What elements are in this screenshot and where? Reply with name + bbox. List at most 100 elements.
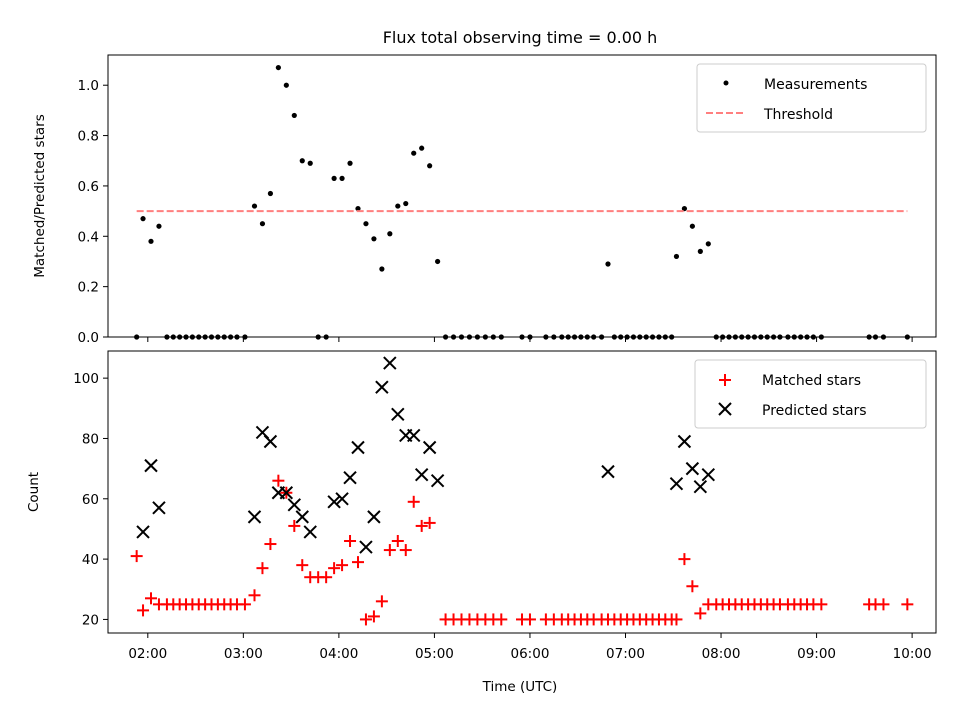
measurement-point <box>411 150 417 156</box>
measurement-point <box>618 334 624 340</box>
matched-star-point <box>264 538 277 551</box>
measurement-point <box>283 82 289 88</box>
predicted-star-point <box>335 492 349 506</box>
measurement-point <box>571 334 578 340</box>
measurement-point <box>474 334 481 340</box>
measurement-point <box>559 334 565 340</box>
measurement-point <box>221 334 227 340</box>
measurement-point <box>156 223 162 229</box>
measurement-point <box>818 334 824 340</box>
measurement-point <box>427 163 433 169</box>
measurement-point <box>758 334 764 340</box>
matched-star-point <box>670 613 683 626</box>
top-y-tick-label: 0.8 <box>78 129 99 145</box>
measurement-point <box>331 175 337 181</box>
predicted-star-point <box>247 510 262 524</box>
matched-star-point <box>272 474 285 487</box>
measurement-point <box>662 334 668 340</box>
bottom-x-tick-label: 05:00 <box>415 646 454 662</box>
bottom-legend: Matched stars Predicted stars <box>694 359 927 429</box>
legend-threshold-label: Threshold <box>763 107 833 123</box>
top-panel: Matched/Predicted stars 0.0 0.2 0.4 0.6 0.8 1… <box>32 54 937 346</box>
measurement-point <box>267 190 274 197</box>
matched-star-point <box>144 592 157 605</box>
matched-star-point <box>415 519 428 532</box>
matched-star-point <box>877 598 890 611</box>
measurement-point <box>713 334 719 340</box>
measurement-point <box>785 334 791 340</box>
predicted-star-point <box>144 458 158 473</box>
matched-star-point <box>344 535 357 548</box>
measurement-point <box>371 236 377 242</box>
matched-star-point <box>288 519 301 532</box>
matched-star-point <box>423 516 436 529</box>
measurement-point <box>810 334 816 340</box>
matched-star-point <box>320 571 333 584</box>
measurement-point <box>442 334 449 340</box>
top-y-tick-label: 0.4 <box>78 229 99 245</box>
measurement-point <box>228 334 234 340</box>
predicted-star-point <box>685 461 700 476</box>
measurement-point <box>527 334 533 340</box>
measurement-point <box>291 112 297 119</box>
measurement-point <box>307 160 313 166</box>
measurement-point <box>148 238 154 244</box>
measurement-point <box>605 261 611 267</box>
bottom-ylabel: Count <box>26 472 42 512</box>
measurement-point <box>777 334 783 340</box>
matched-star-point <box>694 607 707 620</box>
measurement-point <box>543 334 549 340</box>
matched-star-point <box>399 544 412 557</box>
predicted-star-point <box>430 473 445 488</box>
bottom-x-tick-label: 08:00 <box>702 646 741 662</box>
matched-star-point <box>351 556 364 569</box>
predicted-star-point <box>375 380 389 394</box>
measurement-point <box>643 334 649 340</box>
legend-measurements-label: Measurements <box>764 77 867 93</box>
bottom-x-ticks: 02:00 03:00 04:00 05:00 06:00 07:00 08:00 09:00… <box>128 633 932 662</box>
measurement-point <box>519 334 525 340</box>
measurement-point <box>363 221 369 227</box>
bottom-x-tick-label: 03:00 <box>224 646 263 662</box>
matched-star-point <box>815 598 828 611</box>
matched-star-point <box>678 553 691 566</box>
measurement-point <box>242 334 248 340</box>
matched-star-point <box>367 610 380 623</box>
measurement-point <box>880 334 887 340</box>
measurement-point <box>656 334 662 340</box>
bottom-x-tick-label: 04:00 <box>319 646 358 662</box>
bottom-plot-area <box>107 350 937 634</box>
predicted-star-point <box>327 495 341 509</box>
figure-title: Flux total observing time = 0.00 h <box>383 28 658 47</box>
predicted-star-point <box>693 480 708 494</box>
measurement-point <box>764 334 770 340</box>
bottom-x-tick-label: 06:00 <box>511 646 550 662</box>
measurement-point <box>637 334 643 340</box>
matched-star-point <box>523 613 536 626</box>
measurement-point <box>751 334 758 340</box>
predicted-star-point <box>414 467 429 482</box>
measurement-point <box>739 334 745 340</box>
measurement-point <box>872 334 879 340</box>
top-legend-frame <box>696 63 927 133</box>
measurement-point <box>578 334 584 340</box>
measurement-point <box>466 334 473 340</box>
bottom-y-ticks: 20 40 60 80 100 <box>73 371 108 628</box>
x-axis-label: Time (UTC) <box>482 679 558 695</box>
matched-star-point <box>375 595 388 608</box>
measurement-point <box>482 334 488 340</box>
bottom-y-tick-label: 80 <box>82 431 99 447</box>
measurement-point <box>791 334 797 340</box>
top-y-tick-label: 0.2 <box>78 280 99 296</box>
predicted-star-point <box>343 470 357 485</box>
measurement-point <box>339 175 345 181</box>
top-data-marks <box>134 64 910 340</box>
measurement-point <box>215 334 221 340</box>
matched-star-point <box>495 613 508 626</box>
measurement-point <box>490 334 496 340</box>
bottom-panel: Count 20 40 60 80 100 02:00 03:00 04:00 05:00 06… <box>26 350 937 662</box>
predicted-star-point <box>136 525 150 539</box>
measurement-point <box>591 334 597 340</box>
measurement-point <box>403 200 409 207</box>
